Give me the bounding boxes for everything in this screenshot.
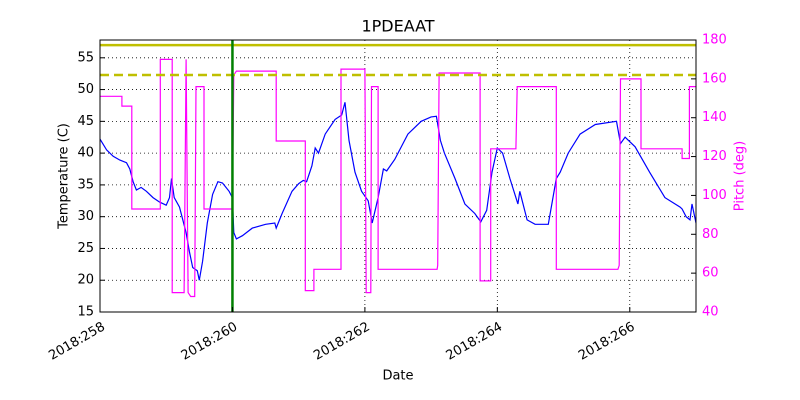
- y2-tick-label: 80: [702, 227, 719, 242]
- x-axis-label: Date: [382, 369, 413, 384]
- series-line: [100, 102, 696, 281]
- y2-tick-label: 40: [702, 305, 719, 320]
- y2-tick-label: 60: [702, 266, 719, 281]
- y2-tick-label: 100: [702, 188, 727, 203]
- y2-tick-label: 160: [702, 71, 727, 86]
- plot-frame: [99, 39, 697, 313]
- plot-area: [100, 40, 696, 312]
- y2-tick-label: 120: [702, 149, 727, 164]
- y-tick-label: 35: [77, 177, 94, 192]
- y-tick-label: 15: [77, 305, 94, 320]
- y-tick-label: 50: [77, 82, 94, 97]
- y-axis-label: Temperature (C): [57, 123, 72, 230]
- y2-axis-label: Pitch (deg): [733, 141, 748, 211]
- y2-tick-label: 140: [702, 110, 727, 125]
- series-line: [100, 58, 696, 298]
- chart-title: 1PDEAAT: [361, 17, 434, 36]
- y-tick-label: 40: [77, 146, 94, 161]
- y-tick-label: 55: [77, 50, 94, 65]
- y2-tick-label: 180: [702, 33, 727, 48]
- y-tick-label: 30: [77, 209, 94, 224]
- y-tick-label: 25: [77, 241, 94, 256]
- y-tick-label: 45: [77, 114, 94, 129]
- y-tick-label: 20: [77, 273, 94, 288]
